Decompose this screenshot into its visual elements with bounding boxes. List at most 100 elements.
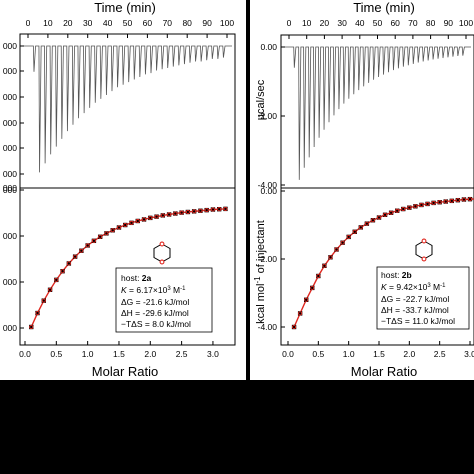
left-isotherm-data-point-fit: [167, 212, 172, 217]
right-isotherm-data-point-fit: [413, 204, 418, 209]
left-time-tick-label-9: 90: [202, 18, 212, 28]
right-isotherm-data-point: [443, 199, 448, 204]
left-bottom-y-tick-label-0: 000: [3, 185, 17, 195]
right-time-tick-label-5: 50: [373, 18, 383, 28]
left-isotherm-data-point: [35, 310, 40, 316]
left-isotherm-data-point-fit: [154, 214, 159, 219]
right-isotherm-data-point: [364, 221, 370, 226]
right-isotherm-data-point-fit: [401, 206, 406, 212]
left-isotherm-data-point-fit: [41, 298, 46, 303]
left-bottom-y-tick-label-3: 000: [3, 323, 17, 333]
right-isotherm-data-point: [334, 247, 339, 252]
left-isotherm-data-point-fit: [129, 220, 134, 225]
left-isotherm-data-point-fit: [198, 208, 203, 213]
left-legend-host: host: 2a: [121, 273, 152, 283]
left-isotherm-data-point: [173, 211, 178, 216]
right-legend-k: K = 9.42×103 M-1: [381, 282, 446, 292]
left-isotherm-x-tick-label-1: 0.5: [50, 349, 62, 359]
left-isotherm-data-point: [91, 238, 97, 244]
right-dioxane-molecule-icon: [415, 238, 433, 262]
left-isotherm-data-point-fit: [116, 225, 122, 230]
right-time-tick-label-4: 40: [355, 18, 365, 28]
left-isotherm-data-point-fit: [148, 215, 153, 220]
left-isotherm-data-point-fit: [160, 213, 165, 218]
right-isotherm-data-point: [413, 204, 418, 209]
left-isotherm-data-point-fit: [48, 287, 53, 292]
right-time-tick-label-1: 10: [302, 18, 312, 28]
left-isotherm-data-point-fit: [98, 234, 103, 239]
left-isotherm-data-point: [41, 298, 46, 303]
right-thermogram-trace: [285, 46, 471, 180]
left-top-y-tick-label-1: 000: [3, 66, 17, 76]
right-isotherm-data-point-fit: [443, 199, 448, 204]
left-time-tick-label-7: 70: [163, 18, 173, 28]
right-bottom-y-tick-label-2: -4.00: [258, 322, 278, 332]
left-time-tick-label-10: 100: [220, 18, 234, 28]
left-legend-dh: ΔH = -29.6 kJ/mol: [121, 308, 189, 318]
right-isotherm-data-point-fit: [352, 229, 357, 234]
left-isotherm-data-point: [110, 228, 115, 233]
left-isotherm-data-point-fit: [35, 310, 40, 316]
left-isotherm-x-tick-label-2: 1.0: [82, 349, 94, 359]
left-isotherm-data-point: [129, 220, 134, 226]
right-isotherm-data-point-fit: [316, 273, 321, 279]
left-isotherm-data-point-fit: [141, 217, 147, 222]
right-time-tick-label-6: 60: [390, 18, 400, 28]
right-isotherm-data-point: [407, 205, 412, 210]
right-isotherm-data-point-fit: [346, 234, 351, 239]
right-time-tick-label-0: 0: [287, 18, 292, 28]
left-isotherm-data-point-fit: [185, 209, 190, 215]
left-thermogram-trace: [24, 45, 232, 173]
left-isotherm-data-point-fit: [135, 218, 140, 224]
left-time-tick-label-2: 20: [63, 18, 73, 28]
right-isotherm-data-point-fit: [310, 285, 315, 290]
left-isotherm-data-point: [85, 243, 90, 248]
left-legend-tds: −TΔS = 8.0 kJ/mol: [121, 319, 191, 329]
left-isotherm-data-point: [141, 217, 147, 222]
left-isotherm-data-point: [123, 222, 128, 228]
right-isotherm-data-point-fit: [364, 221, 369, 226]
right-isotherm-data-point-fit: [358, 225, 363, 230]
right-isotherm-data-point-fit: [461, 197, 466, 202]
right-time-tick-label-8: 80: [426, 18, 436, 28]
right-isotherm-data-point: [376, 215, 382, 220]
left-time-axis-title: Time (min): [94, 0, 156, 15]
left-time-tick-label-5: 50: [123, 18, 133, 28]
left-bottom-y-tick-label-1: 000: [3, 231, 17, 241]
left-time-tick-label-6: 60: [143, 18, 153, 28]
right-isotherm-data-point: [467, 196, 473, 202]
right-isotherm-data-point: [437, 200, 442, 205]
right-isotherm-data-point: [455, 197, 461, 203]
left-bottom-y-tick-label-2: 000: [3, 277, 17, 287]
right-isotherm-data-point-fit: [425, 201, 430, 206]
left-isotherm-data-point: [116, 225, 122, 230]
left-isotherm-data-point: [154, 214, 159, 219]
right-legend-tds: −TΔS = 11.0 kJ/mol: [381, 316, 455, 326]
left-isotherm-data-point: [72, 254, 78, 259]
right-isotherm-data-point-fit: [467, 197, 473, 202]
left-isotherm-data-point: [66, 261, 72, 266]
right-isotherm-data-point-fit: [455, 198, 460, 203]
right-isotherm-data-point-fit: [376, 215, 382, 220]
left-top-y-tick-label-5: 000: [3, 169, 17, 179]
left-isotherm-data-point-fit: [173, 211, 178, 216]
left-legend-k: K = 6.17×103 M-1: [121, 285, 186, 295]
left-isotherm-data-point-fit: [104, 231, 109, 236]
right-isotherm-data-point-fit: [292, 324, 297, 330]
right-legend-dg: ΔG = -22.7 kJ/mol: [381, 294, 449, 304]
left-isotherm-data-point: [185, 209, 191, 215]
right-isotherm-data-point: [352, 229, 357, 234]
left-time-tick-label-0: 0: [26, 18, 31, 28]
right-isotherm-data-point: [401, 206, 406, 212]
left-isotherm-data-point: [198, 208, 203, 213]
left-isotherm-data-point: [104, 231, 109, 236]
left-isotherm-data-point-fit: [179, 210, 184, 215]
plot-frame-lb: [19, 187, 236, 346]
left-top-y-tick-label-3: 000: [3, 118, 17, 128]
right-isotherm-data-point-fit: [370, 218, 375, 223]
left-top-y-tick-label-6: 000: [3, 183, 17, 193]
right-isotherm-data-point: [310, 285, 315, 291]
right-isotherm-data-point: [340, 240, 345, 245]
left-isotherm-data-point-fit: [85, 243, 90, 248]
right-isotherm-data-point: [291, 324, 297, 330]
